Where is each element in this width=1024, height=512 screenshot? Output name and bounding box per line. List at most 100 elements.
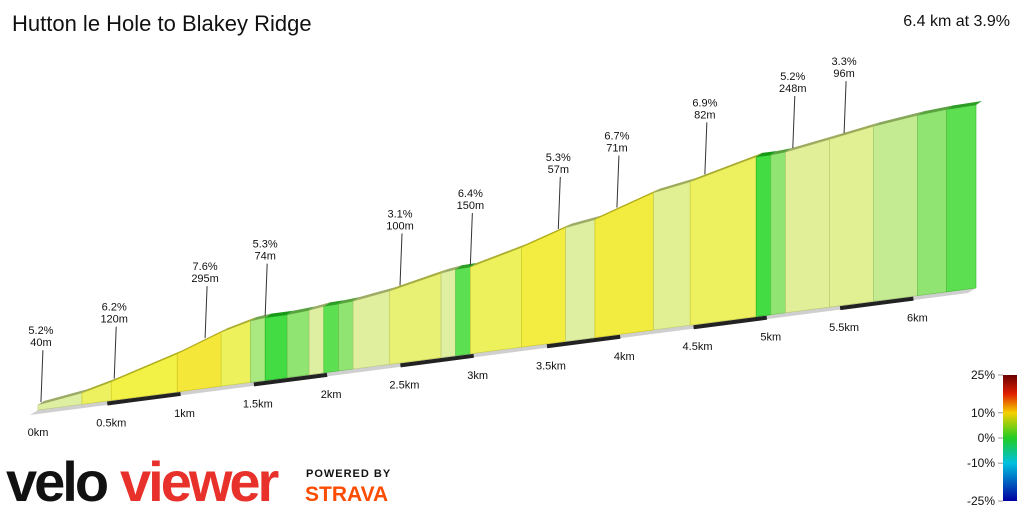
annotation-length: 150m: [457, 200, 485, 212]
distance-bar: [107, 391, 181, 406]
distance-bar: [839, 296, 914, 311]
annotation-grade: 3.3%: [832, 56, 857, 68]
annotation-grade: 7.6%: [193, 261, 218, 273]
segment-top: [353, 286, 396, 302]
x-tick-label: 1.5km: [243, 398, 273, 410]
segment-top: [309, 302, 330, 311]
segment: [785, 139, 830, 314]
segment-top: [455, 263, 477, 270]
segment-top: [653, 177, 697, 193]
annotation-line: [399, 233, 403, 286]
segment-top: [565, 215, 601, 228]
segment-top: [389, 269, 448, 291]
strava-logo: STRAVA: [305, 483, 388, 506]
x-tick-label: 0.5km: [96, 417, 126, 429]
annotation-line: [843, 81, 847, 134]
segment: [521, 227, 566, 348]
logo: velo: [6, 450, 108, 512]
segment: [565, 219, 596, 342]
x-tick-label: 3.5km: [536, 360, 566, 372]
segment-top: [221, 316, 257, 333]
segment: [873, 115, 918, 302]
annotation-grade: 5.2%: [780, 71, 805, 83]
segment: [946, 104, 977, 293]
powered-by: POWERED BY: [306, 468, 391, 480]
segment-top: [265, 310, 294, 318]
logo: viewer: [120, 450, 279, 512]
annotation-line: [557, 176, 561, 229]
segment: [81, 381, 112, 405]
annotation-length: 40m: [30, 337, 51, 349]
color-tick-label: 25%: [971, 368, 995, 382]
annotation-line: [704, 122, 708, 175]
annotation-line: [616, 155, 620, 208]
annotation-grade: 6.2%: [102, 302, 127, 314]
x-tick-label: 4.5km: [683, 341, 713, 353]
color-tick-label: -10%: [967, 456, 995, 470]
color-scale: [1003, 375, 1017, 501]
segment: [917, 109, 947, 296]
annotation-line: [469, 213, 473, 266]
distance-bar: [253, 372, 328, 387]
segment-top: [250, 313, 272, 321]
color-tick-label: -25%: [967, 494, 995, 508]
segment-top: [873, 111, 924, 127]
segment-top: [521, 223, 572, 248]
x-tick-label: 6km: [907, 313, 928, 325]
segment: [338, 300, 354, 372]
annotation-length: 96m: [833, 68, 854, 80]
segment: [308, 305, 325, 376]
segment-top: [690, 152, 763, 182]
segment-top: [785, 135, 836, 153]
segment-top: [38, 388, 88, 405]
annotation-length: 71m: [606, 143, 627, 155]
segment-top: [441, 265, 462, 274]
annotation-line: [792, 95, 796, 148]
annotation-line: [113, 326, 117, 379]
segment-top: [917, 105, 953, 116]
distance-bar: [400, 353, 474, 368]
annotation-grade: 6.7%: [604, 131, 629, 143]
segment: [176, 331, 222, 393]
x-tick-label: 2.5km: [389, 379, 419, 391]
segment-top: [323, 300, 345, 307]
x-tick-label: 3km: [467, 370, 488, 382]
distance-bar: [693, 315, 768, 330]
x-tick-label: 5km: [760, 332, 781, 344]
segment: [755, 154, 772, 317]
segment-top: [111, 349, 184, 382]
segment: [829, 125, 874, 308]
segment: [455, 266, 471, 357]
segment: [689, 156, 757, 326]
segment: [770, 151, 786, 316]
annotation-line: [204, 286, 208, 339]
annotation-grade: 5.2%: [28, 325, 53, 337]
x-tick-label: 5.5km: [829, 322, 859, 334]
segment: [440, 268, 457, 358]
chart-subtitle: 6.4 km at 3.9%: [903, 13, 1010, 30]
annotation-grade: 5.3%: [546, 152, 571, 164]
annotation-line: [264, 263, 268, 316]
segment-top: [81, 377, 118, 393]
legend: 25% 10% 0% -10% -25%: [967, 368, 1003, 508]
x-tick-label: 2km: [321, 389, 342, 401]
segment-top: [287, 306, 316, 315]
annotation-length: 295m: [191, 273, 219, 285]
annotation-length: 100m: [386, 220, 414, 232]
segment: [323, 303, 339, 374]
segment-top: [946, 101, 982, 110]
color-tick-label: 10%: [971, 406, 995, 420]
segment: [250, 317, 266, 383]
annotation-grade: 6.9%: [692, 97, 717, 109]
segment-top: [177, 328, 228, 354]
annotation-length: 120m: [100, 314, 128, 326]
annotation-length: 74m: [254, 251, 275, 263]
color-tick-label: 0%: [978, 431, 996, 445]
segment-top: [756, 151, 777, 157]
segment: [286, 310, 310, 378]
x-tick-label: 0km: [28, 427, 49, 439]
annotation-grade: 3.1%: [387, 208, 412, 220]
chart-title: Hutton le Hole to Blakey Ridge: [12, 11, 312, 36]
annotation-length: 82m: [694, 109, 715, 121]
